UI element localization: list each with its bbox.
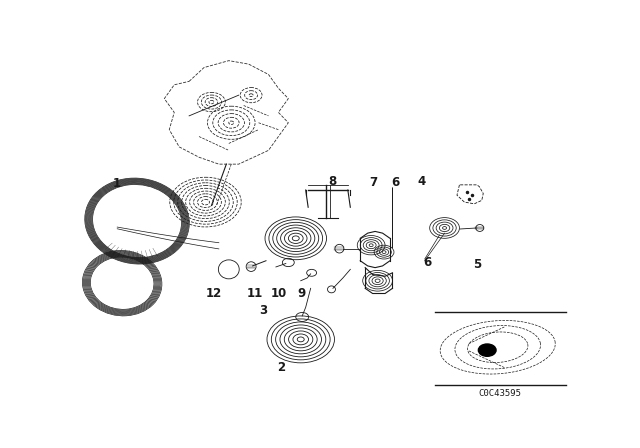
Text: 6: 6 <box>391 176 399 189</box>
Text: 11: 11 <box>246 287 262 300</box>
Text: 8: 8 <box>328 175 336 188</box>
Text: 6: 6 <box>423 256 431 269</box>
Text: 1: 1 <box>113 177 121 190</box>
Text: 2: 2 <box>277 361 285 374</box>
Text: C0C43595: C0C43595 <box>479 389 522 398</box>
Text: 7: 7 <box>369 176 378 189</box>
Text: 5: 5 <box>473 258 481 271</box>
Text: 4: 4 <box>417 175 426 188</box>
Text: 3: 3 <box>259 304 268 317</box>
Text: 9: 9 <box>298 287 306 300</box>
Circle shape <box>478 344 496 356</box>
Text: 10: 10 <box>270 287 287 300</box>
Text: 12: 12 <box>206 287 222 300</box>
